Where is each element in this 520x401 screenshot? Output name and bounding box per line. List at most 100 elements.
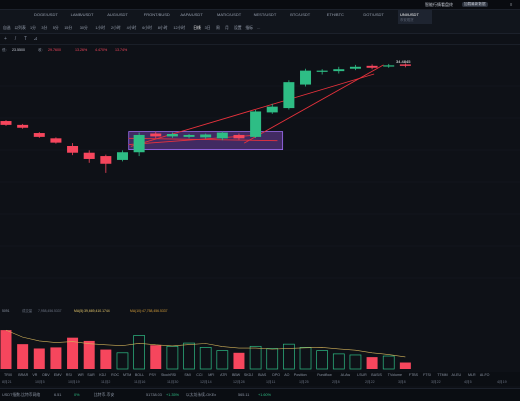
tab-btc-usdt[interactable]: BTC/USDT bbox=[288, 10, 322, 24]
toolbar-item[interactable]: 8小时 bbox=[157, 26, 168, 30]
time-label: 11月16 bbox=[134, 380, 146, 384]
toolbar-item[interactable]: 周 bbox=[216, 26, 220, 30]
toolbar-item[interactable]: 以列表 bbox=[14, 26, 26, 30]
toolbar-item[interactable]: 月 bbox=[225, 26, 229, 30]
toolbar-item[interactable]: 1分 bbox=[30, 26, 36, 30]
crosshair-icon[interactable]: + bbox=[4, 36, 7, 42]
toolbar-item[interactable]: 5分 bbox=[52, 26, 59, 30]
indicator-bar: TRIX BRAR VR OBV EMV RSI WR SAR KDJ ROC MTM BOLL PSY… bbox=[0, 372, 520, 379]
indicator-atr[interactable]: ATR bbox=[220, 373, 228, 377]
tab-symbol: UNI/USDT bbox=[400, 12, 419, 17]
ruler-icon[interactable]: ⊿ bbox=[33, 36, 38, 42]
indicator-bias[interactable]: BIAS bbox=[258, 373, 267, 377]
text-tool-icon[interactable]: T bbox=[23, 36, 28, 42]
indicator-smi[interactable]: SMI bbox=[184, 373, 191, 377]
indicator-ttmm[interactable]: TTMM bbox=[437, 373, 448, 377]
indicator-mfi[interactable]: MFI bbox=[208, 373, 215, 377]
indicator-ftsi[interactable]: FTSI bbox=[423, 373, 431, 377]
tab-nest-usdt[interactable]: NEST/USDT bbox=[252, 10, 286, 24]
indicator-kdj[interactable]: KDJ bbox=[99, 373, 106, 377]
toolbar-item[interactable]: 指标 bbox=[245, 26, 253, 30]
indicator-dpo[interactable]: DPO bbox=[272, 373, 281, 377]
indicator-rsi[interactable]: RSI bbox=[65, 373, 72, 377]
indicator-skdj[interactable]: SKDJ bbox=[243, 373, 254, 377]
indicator-lsur[interactable]: LSUR bbox=[357, 373, 367, 377]
toolbar-item[interactable]: … bbox=[256, 26, 261, 30]
volume-bar bbox=[266, 348, 279, 370]
indicator-emv[interactable]: EMV bbox=[53, 373, 62, 377]
indicator-trix[interactable]: TRIX bbox=[4, 373, 13, 377]
candlestick-chart[interactable]: 34.4845 bbox=[0, 54, 520, 306]
tab-symbol: DOGE/USDT bbox=[34, 12, 58, 17]
indicator-brar[interactable]: BRAR bbox=[18, 373, 29, 377]
indicator-psy[interactable]: PSY bbox=[149, 373, 157, 377]
footer-label[interactable]: USDT指数-比特币网络 bbox=[2, 393, 41, 397]
indicator-bbw[interactable]: BBW bbox=[232, 373, 241, 377]
time-label: 11月2 bbox=[101, 380, 111, 384]
refresh-pill[interactable]: 加载最新数据 bbox=[462, 2, 488, 7]
trend-line bbox=[128, 137, 278, 142]
toolbar-item[interactable]: 4小时 bbox=[126, 26, 137, 30]
indicator-roc[interactable]: ROC bbox=[111, 373, 120, 377]
toolbar-item[interactable]: 15分 bbox=[64, 26, 73, 30]
indicator-boll[interactable]: BOLL bbox=[134, 373, 145, 377]
toolbar-item[interactable]: 12小时 bbox=[173, 26, 186, 30]
toolbar-item[interactable]: 3日 bbox=[204, 26, 211, 30]
toolbar-item[interactable]: 30分 bbox=[79, 26, 88, 30]
toolbar-item[interactable]: 自选 bbox=[3, 26, 11, 30]
toolbar-item[interactable]: 日线 bbox=[193, 26, 201, 30]
indicator-position[interactable]: Position bbox=[293, 373, 307, 377]
indicator-obv[interactable]: OBV bbox=[42, 373, 50, 377]
tab-doge-usdt[interactable]: DOGE/USDT bbox=[32, 10, 66, 24]
volume-bar bbox=[0, 330, 12, 369]
toolbar-item[interactable]: 6小时 bbox=[142, 26, 152, 30]
toolbar-item[interactable]: 1小时 bbox=[95, 26, 106, 30]
indicator-mtm[interactable]: MTM bbox=[123, 373, 132, 377]
tab-symbol: NEST/USDT bbox=[253, 12, 277, 17]
footer-label[interactable]: 以太坊永续-OKEx bbox=[186, 393, 217, 397]
time-label: 12月14 bbox=[200, 380, 212, 384]
volume-bar bbox=[382, 355, 395, 370]
line-tool-icon[interactable]: / bbox=[14, 36, 17, 42]
tab-matic-usdt[interactable]: MATIC/USDT bbox=[215, 10, 249, 24]
tab-uni-usdt[interactable]: UNI/USDT 币安现货 bbox=[398, 10, 432, 24]
indicator-ai-fo[interactable]: AI-FO bbox=[479, 373, 490, 377]
time-label: 10月19 bbox=[68, 380, 80, 384]
candle-body bbox=[366, 65, 378, 68]
candle-body bbox=[233, 134, 245, 139]
footer-label[interactable]: 比特币-币安 bbox=[94, 393, 115, 397]
indicator-wr[interactable]: WR bbox=[77, 373, 84, 377]
toolbar-item[interactable]: 3分 bbox=[41, 26, 48, 30]
candle-body bbox=[50, 138, 62, 143]
account-label[interactable]: 智能行情看盘终 bbox=[425, 2, 453, 7]
indicator-stochrsi[interactable]: StochRSI bbox=[161, 373, 177, 377]
tab-eth-btc[interactable]: ETH/BTC bbox=[325, 10, 359, 24]
indicator-vr[interactable]: VR bbox=[32, 373, 38, 377]
time-label: 1月25 bbox=[299, 380, 309, 384]
indicator-cci[interactable]: CCI bbox=[196, 373, 203, 377]
candle-body bbox=[316, 70, 328, 72]
volume-chart[interactable] bbox=[0, 315, 520, 371]
tab-aug-usdt[interactable]: AUG/USDT bbox=[105, 10, 139, 24]
indicator-ai-aw[interactable]: AI-Aw bbox=[340, 373, 351, 377]
indicator-tvolume[interactable]: TVolume bbox=[387, 373, 402, 377]
price-label: 34.4845 bbox=[396, 59, 411, 64]
menu-icon[interactable]: ≡ bbox=[510, 2, 513, 7]
indicator-basis[interactable]: BASIS bbox=[371, 373, 382, 377]
tab-front-busd[interactable]: FRONT/BUSD bbox=[142, 10, 176, 24]
toolbar-item[interactable]: 设置 bbox=[234, 26, 242, 30]
indicator-sar[interactable]: SAR bbox=[87, 373, 95, 377]
toolbar-item[interactable]: 2小时 bbox=[111, 26, 121, 30]
tab-aapa-usdt[interactable]: AAPA/USDT bbox=[178, 10, 212, 24]
chart-grid bbox=[0, 85, 520, 279]
tab-lamb-usdt[interactable]: LAMB/USDT bbox=[69, 10, 103, 24]
time-axis: 8月21 10月5 10月19 11月2 11月16 11月30 12月14 12月28 1月1… bbox=[0, 379, 520, 386]
indicator-mlr[interactable]: MLR bbox=[468, 373, 476, 377]
tab-dot-usdt[interactable]: DOT/USDT bbox=[361, 10, 395, 24]
volume-bar bbox=[150, 345, 162, 369]
indicator-ao[interactable]: AO bbox=[284, 373, 290, 377]
indicator-ai-eu[interactable]: AI-EU bbox=[451, 373, 462, 377]
candle-body bbox=[399, 64, 411, 66]
indicator-fundflow[interactable]: Fundflow bbox=[317, 373, 332, 377]
indicator-ftbs[interactable]: FTBS bbox=[408, 373, 419, 377]
